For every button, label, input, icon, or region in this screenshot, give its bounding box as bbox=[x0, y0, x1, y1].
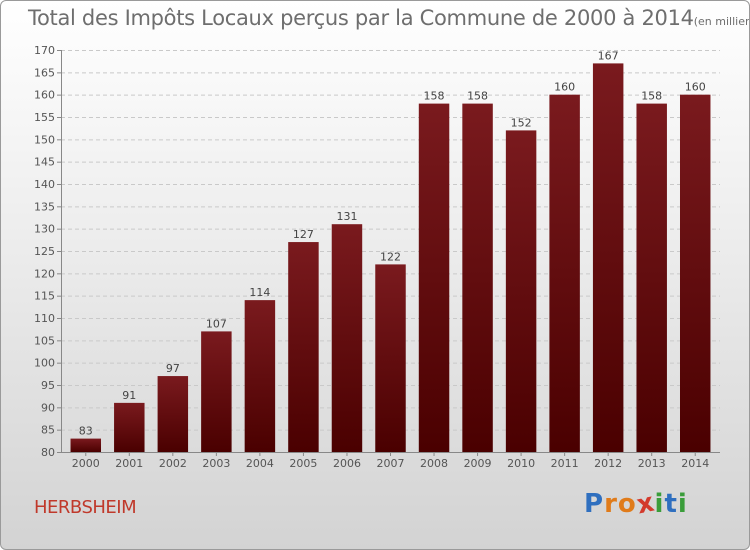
axis-layer: 80 85 90 95 100 105 110 115 120 125 130 135 140 145 15… bbox=[34, 44, 720, 470]
x-tick-label: 2002 bbox=[159, 457, 187, 470]
y-tick-label: 100 bbox=[34, 357, 55, 370]
bar-value-label: 83 bbox=[79, 425, 93, 438]
bar-2010[interactable] bbox=[505, 130, 537, 452]
bar-value-label: 97 bbox=[166, 362, 180, 375]
bar-value-label: 160 bbox=[685, 81, 706, 94]
x-tick-label: 2014 bbox=[681, 457, 709, 470]
bar-value-label: 160 bbox=[554, 81, 575, 94]
y-tick-label: 165 bbox=[34, 66, 55, 79]
bar-2006[interactable] bbox=[331, 224, 363, 452]
x-tick-label: 2012 bbox=[594, 457, 622, 470]
y-tick-label: 115 bbox=[34, 290, 55, 303]
y-tick-label: 130 bbox=[34, 223, 55, 236]
logo-letter: i bbox=[654, 489, 665, 519]
bar-value-label: 158 bbox=[424, 90, 445, 103]
y-tick-label: 90 bbox=[41, 401, 55, 414]
y-tick-label: 125 bbox=[34, 245, 55, 258]
commune-name: HERBSHEIM bbox=[34, 497, 137, 518]
y-tick-label: 145 bbox=[34, 156, 55, 169]
bar-value-label: 122 bbox=[380, 250, 401, 263]
x-tick-label: 2013 bbox=[638, 457, 666, 470]
chart-title-unit: (en milliers d'€) bbox=[693, 15, 750, 28]
x-tick-label: 2001 bbox=[115, 457, 143, 470]
y-tick-label: 120 bbox=[34, 267, 55, 280]
x-tick-label: 2006 bbox=[333, 457, 361, 470]
logo-letter: t bbox=[664, 489, 678, 519]
x-tick-label: 2004 bbox=[246, 457, 274, 470]
x-tick-label: 2003 bbox=[202, 457, 230, 470]
y-tick-label: 140 bbox=[34, 178, 55, 191]
bar-value-label: 114 bbox=[249, 286, 270, 299]
bar-2005[interactable] bbox=[288, 242, 319, 452]
bar-2001[interactable] bbox=[114, 402, 145, 452]
y-tick-label: 170 bbox=[34, 44, 55, 57]
bar-2007[interactable] bbox=[375, 264, 406, 452]
x-tick-label: 2008 bbox=[420, 457, 448, 470]
bar-layer bbox=[70, 63, 711, 453]
y-tick-label: 135 bbox=[34, 200, 55, 213]
proxiti-logo[interactable]: Proxiti bbox=[584, 487, 688, 520]
bar-2000[interactable] bbox=[70, 438, 102, 452]
bar-value-label: 158 bbox=[467, 90, 488, 103]
bar-2013[interactable] bbox=[636, 103, 667, 452]
bar-2014[interactable] bbox=[679, 94, 711, 453]
bar-2003[interactable] bbox=[201, 331, 232, 452]
bar-2011[interactable] bbox=[549, 94, 580, 453]
bar-value-label: 131 bbox=[336, 210, 357, 223]
x-tick-label: 2010 bbox=[507, 457, 535, 470]
bar-value-label: 127 bbox=[293, 228, 314, 241]
chart-title-text: Total des Impôts Locaux perçus par la Co… bbox=[28, 6, 694, 30]
logo-letter: o bbox=[617, 489, 637, 519]
bar-2008[interactable] bbox=[418, 103, 450, 452]
bar-value-label: 158 bbox=[641, 90, 662, 103]
bar-2004[interactable] bbox=[244, 300, 276, 452]
bar-value-label: 167 bbox=[598, 49, 619, 62]
bar-2002[interactable] bbox=[157, 376, 189, 452]
y-tick-label: 160 bbox=[34, 89, 55, 102]
x-tick-label: 2007 bbox=[377, 457, 405, 470]
bar-value-label: 152 bbox=[511, 116, 532, 129]
y-tick-label: 150 bbox=[34, 133, 55, 146]
x-tick-label: 2005 bbox=[289, 457, 317, 470]
bar-value-label: 91 bbox=[122, 389, 136, 402]
logo-letter: r bbox=[604, 489, 618, 519]
logo-letter: P bbox=[584, 489, 605, 519]
bar-2009[interactable] bbox=[462, 103, 493, 452]
bar-2012[interactable] bbox=[592, 63, 624, 453]
x-tick-label: 2009 bbox=[464, 457, 492, 470]
y-tick-label: 85 bbox=[41, 424, 55, 437]
y-tick-label: 105 bbox=[34, 334, 55, 347]
logo-letter: i bbox=[677, 489, 688, 519]
chart-title: Total des Impôts Locaux perçus par la Co… bbox=[28, 6, 750, 30]
y-tick-label: 95 bbox=[41, 379, 55, 392]
y-tick-label: 80 bbox=[41, 446, 55, 459]
bar-value-label: 107 bbox=[206, 317, 227, 330]
y-tick-label: 110 bbox=[34, 312, 55, 325]
x-tick-label: 2000 bbox=[72, 457, 100, 470]
label-layer: 83 91 97 107 114 127 131 122 158 158 152 160 167 158 1… bbox=[79, 49, 706, 437]
y-tick-label: 155 bbox=[34, 111, 55, 124]
x-tick-label: 2011 bbox=[551, 457, 579, 470]
